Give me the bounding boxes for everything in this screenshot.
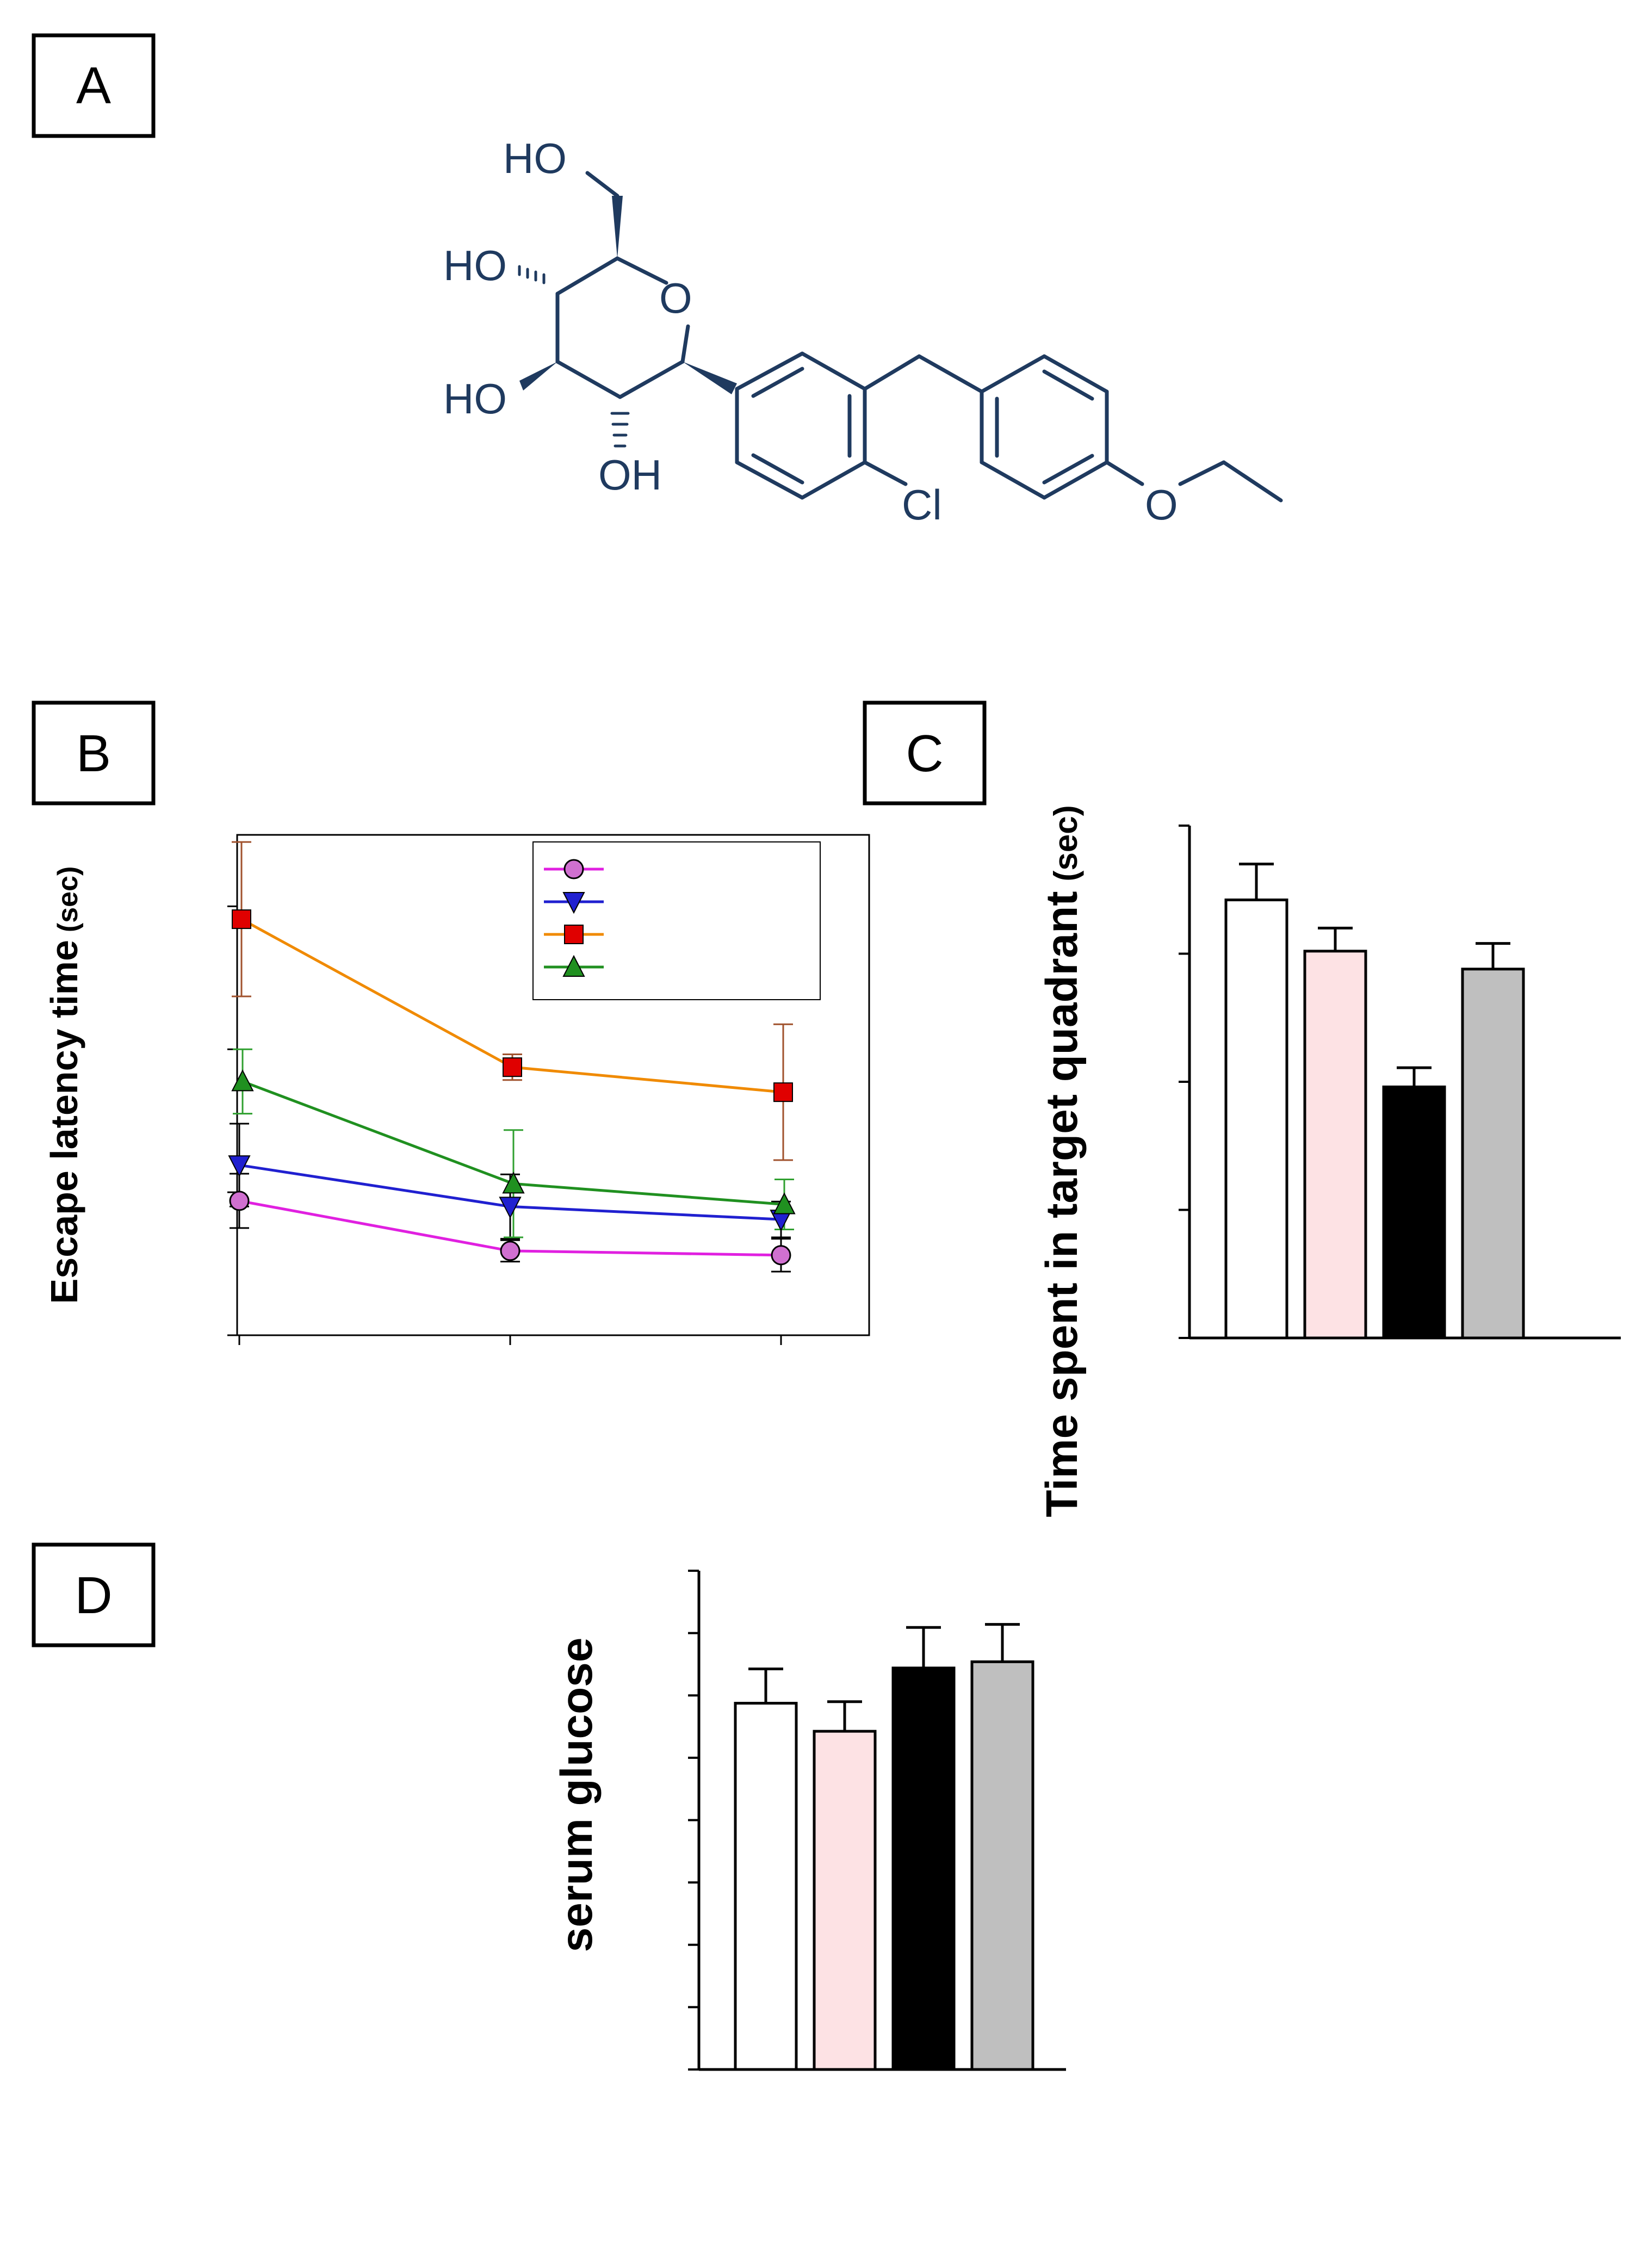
chart-b-point (773, 1082, 793, 1102)
chart-b-point (229, 1191, 250, 1211)
chart-b-point (503, 1057, 522, 1077)
panel-label-a-text: A (76, 57, 111, 115)
panel-label-a: A (32, 33, 156, 138)
chart-b-plot (227, 841, 796, 1345)
panel-label-d-text: D (75, 1566, 112, 1625)
chart-c-ylabel-unit: (sec) (1048, 805, 1084, 881)
chart-b-ylabel-main: Escape latency time (43, 940, 85, 1304)
chart-d-bar (970, 1660, 1034, 2071)
chart-d-bar (813, 1730, 877, 2071)
chart-b-point (231, 1069, 254, 1092)
chart-c-ylabel: Time spent in target quadrant (sec) (1037, 805, 1087, 1517)
chart-b-legend-marker (563, 859, 584, 879)
atom-label-ho-top: HO (503, 134, 567, 182)
chart-c-bar (1461, 968, 1525, 1340)
atom-label-ring-o: O (659, 274, 692, 322)
chart-c-bar (1224, 898, 1288, 1340)
chart-b-legend-marker (562, 955, 585, 977)
chart-b-legend-marker (564, 925, 584, 944)
chart-b-ylabel: Escape latency time (sec) (43, 866, 85, 1304)
chart-b-point (499, 1197, 522, 1219)
chart-b-point (502, 1172, 525, 1194)
atom-label-cl: Cl (902, 481, 942, 529)
chart-b-point (232, 909, 251, 929)
atom-label-ho-lower: HO (443, 375, 507, 423)
chart-d-ylabel: serum glucose (552, 1638, 602, 1953)
chart-b-legend-marker (562, 892, 585, 914)
panel-label-b-text: B (76, 724, 111, 783)
chart-d: serum glucose (552, 1570, 1066, 2071)
chart-d-bar (891, 1666, 956, 2071)
chart-b-legend-items (544, 859, 604, 977)
atom-label-oh-bottom: OH (598, 451, 662, 499)
chart-b-point (500, 1241, 521, 1261)
atom-label-ho-left: HO (443, 241, 507, 289)
chart-c-bar (1382, 1085, 1446, 1340)
chart-b-point (771, 1245, 791, 1266)
panel-label-c-text: C (906, 724, 943, 783)
atom-label-ether-o: O (1145, 481, 1178, 529)
panel-label-c: C (863, 701, 987, 805)
chart-b-point (228, 1155, 251, 1178)
panel-label-d: D (32, 1542, 156, 1647)
chart-b-ylabel-unit: (sec) (52, 866, 84, 932)
chart-c-ylabel-main: Time spent in target quadrant (1037, 891, 1087, 1517)
chart-b-legend (532, 841, 821, 1000)
chart-b-point (773, 1192, 796, 1214)
molecule-atom-labels: HO HO O HO OH Cl O (443, 134, 1178, 529)
chart-c: Time spent in target quadrant (sec) (1037, 805, 1621, 1517)
chart-b: Escape latency time (sec) (43, 834, 870, 1345)
chart-c-bar (1303, 950, 1367, 1340)
panel-label-b: B (32, 701, 156, 805)
chart-d-plot (688, 1570, 1066, 2071)
chart-c-plot (1179, 825, 1621, 1340)
molecule-structure (518, 171, 1283, 503)
chart-d-bar (734, 1702, 798, 2071)
